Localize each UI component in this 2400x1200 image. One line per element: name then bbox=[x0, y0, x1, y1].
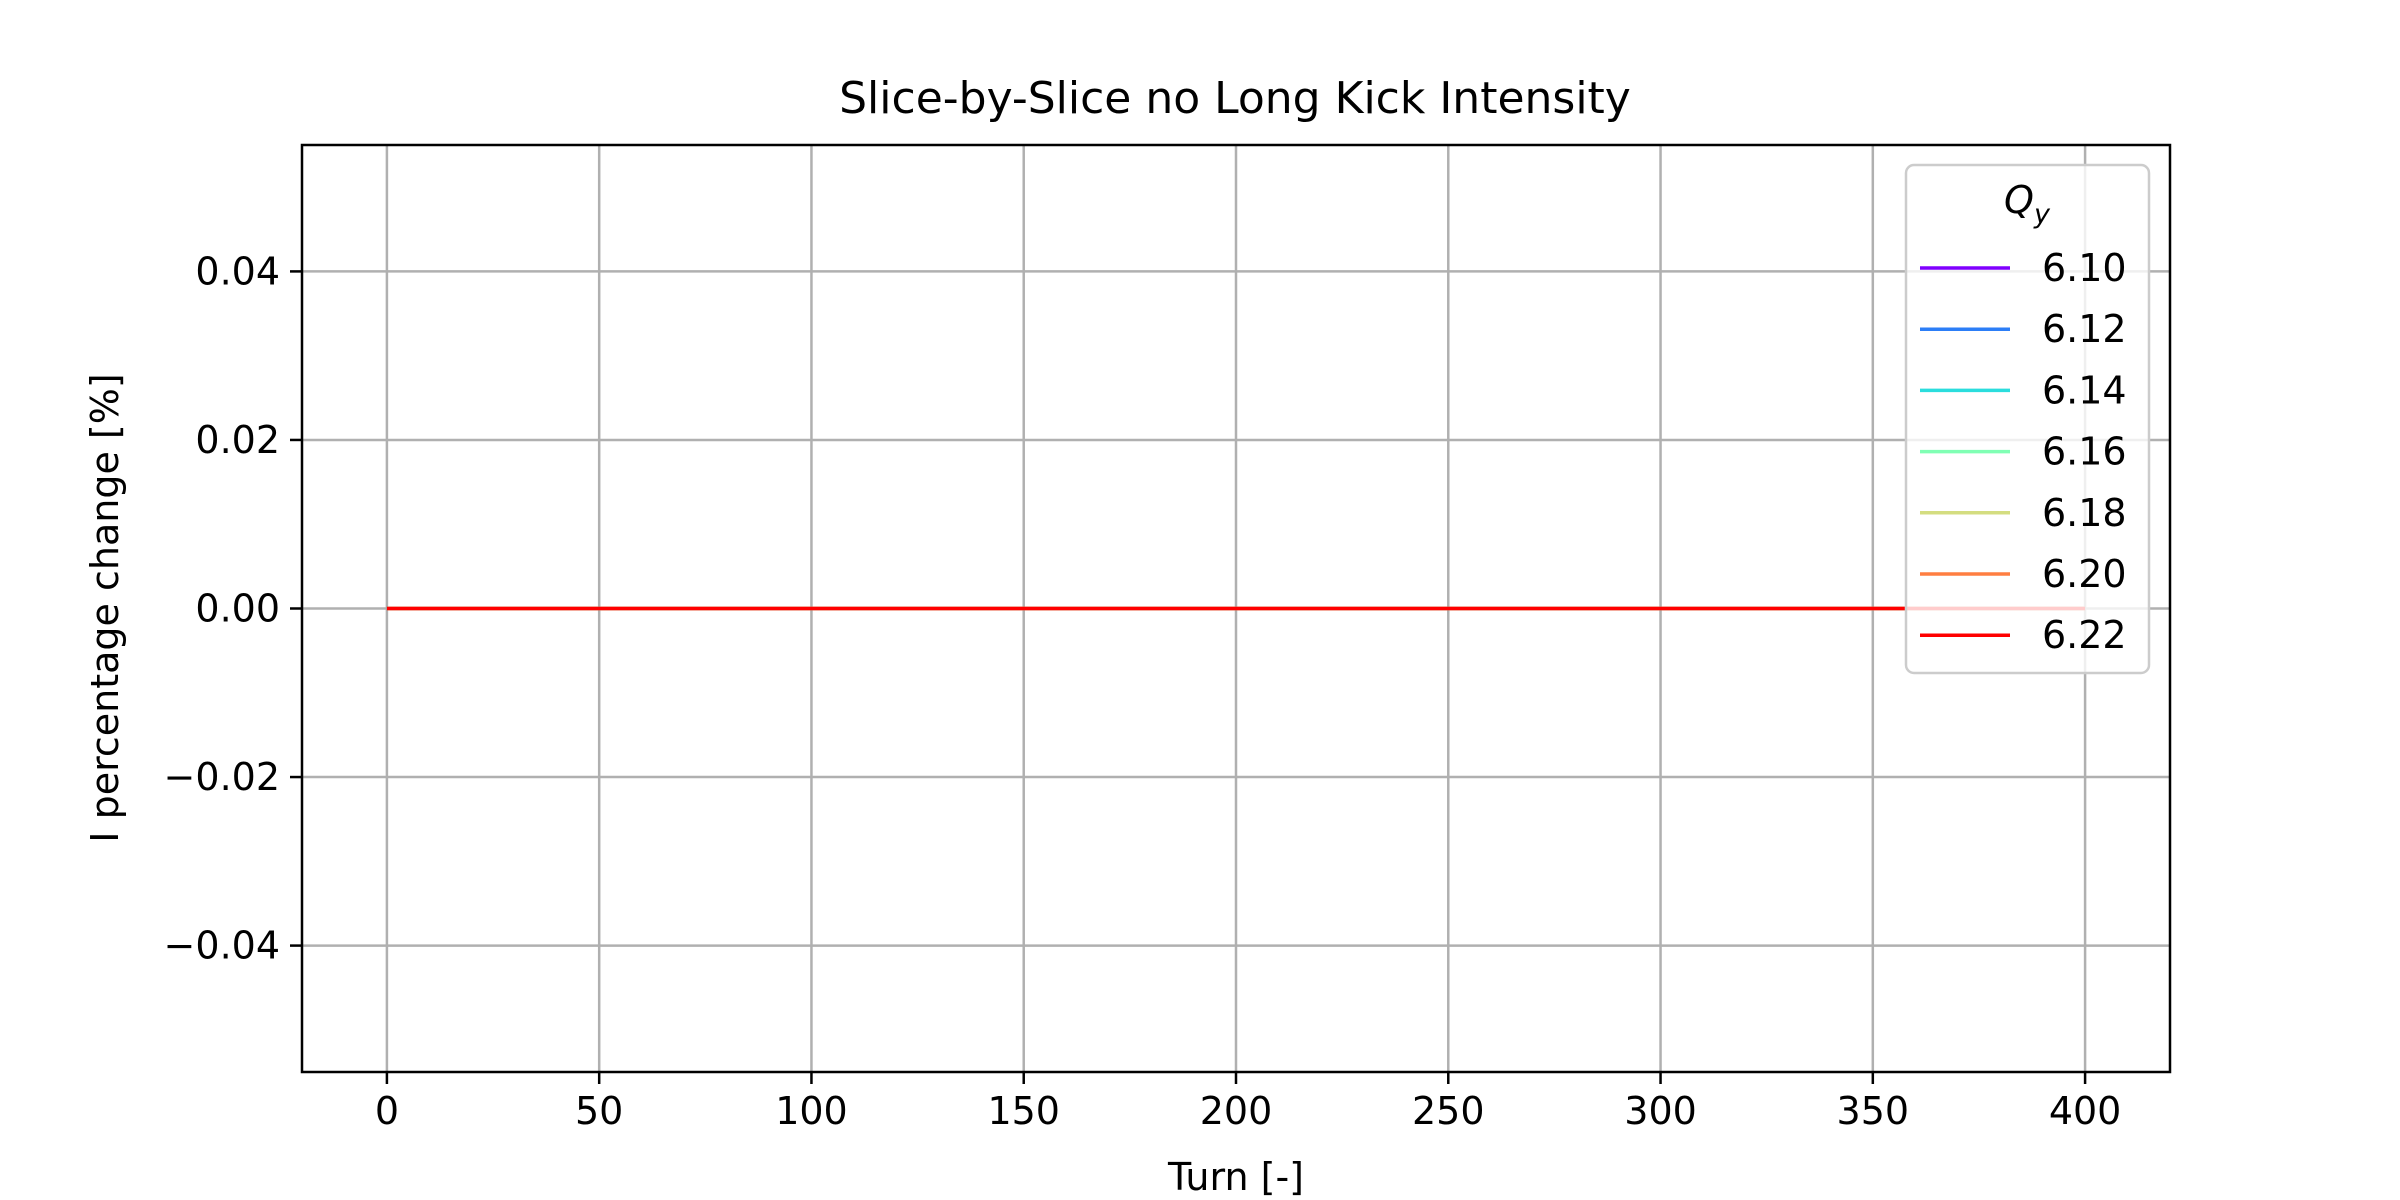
legend-label-6-16: 6.16 bbox=[2042, 430, 2127, 474]
legend-label-6-20: 6.20 bbox=[2042, 552, 2127, 596]
x-tick-label: 0 bbox=[375, 1089, 399, 1133]
legend-title: Qy bbox=[2004, 178, 2051, 230]
legend-label-6-10: 6.10 bbox=[2042, 246, 2127, 290]
x-tick-label: 350 bbox=[1837, 1089, 1910, 1133]
y-tick-label: 0.00 bbox=[195, 587, 280, 631]
y-tick-label: 0.02 bbox=[195, 418, 280, 462]
legend: Qy 6.10 6.12 6.14 6.16 6.18 6.20 6.22 bbox=[1904, 163, 2151, 675]
y-tick-label: −0.04 bbox=[164, 924, 280, 968]
y-axis-ticks: −0.04 −0.02 0.00 0.02 0.04 bbox=[164, 249, 302, 968]
legend-entries: 6.10 6.12 6.14 6.16 6.18 6.20 6.22 bbox=[1920, 246, 2127, 657]
legend-title-subscript: y bbox=[2033, 199, 2051, 230]
y-tick-label: 0.04 bbox=[195, 249, 280, 293]
legend-box bbox=[1904, 163, 2151, 675]
legend-label-6-14: 6.14 bbox=[2042, 368, 2127, 412]
y-axis-label: I percentage change [%] bbox=[83, 373, 127, 842]
legend-label-6-22: 6.22 bbox=[2042, 613, 2127, 657]
x-tick-label: 250 bbox=[1412, 1089, 1485, 1133]
legend-title-main: Q bbox=[2004, 178, 2034, 222]
x-tick-label: 300 bbox=[1624, 1089, 1697, 1133]
chart-title: Slice-by-Slice no Long Kick Intensity bbox=[839, 73, 1631, 124]
legend-label-6-12: 6.12 bbox=[2042, 307, 2127, 351]
x-axis-ticks: 0 50 100 150 200 250 300 350 400 bbox=[375, 1072, 2122, 1133]
y-tick-label: −0.02 bbox=[164, 755, 280, 799]
x-axis-label: Turn [-] bbox=[1167, 1155, 1304, 1199]
x-tick-label: 400 bbox=[2049, 1089, 2122, 1133]
x-tick-label: 200 bbox=[1200, 1089, 1273, 1133]
x-tick-label: 100 bbox=[775, 1089, 848, 1133]
legend-label-6-18: 6.18 bbox=[2042, 491, 2127, 535]
x-tick-label: 150 bbox=[987, 1089, 1060, 1133]
x-tick-label: 50 bbox=[575, 1089, 623, 1133]
